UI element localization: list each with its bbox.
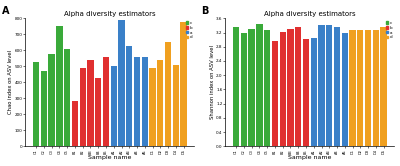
Title: Alpha diversity estimators: Alpha diversity estimators [264,11,356,17]
Text: B: B [202,5,209,16]
Y-axis label: Chao index on ASV level: Chao index on ASV level [8,50,13,114]
Bar [241,33,247,146]
Bar [134,57,140,146]
Bar [173,65,179,146]
Bar [142,57,148,146]
Bar [41,71,47,146]
Text: A: A [2,5,9,16]
Bar [180,22,187,146]
X-axis label: Sample name: Sample name [88,155,132,161]
Bar [295,27,302,146]
Bar [87,60,94,146]
Legend: c, b, a, d: c, b, a, d [186,20,192,40]
Bar [310,38,317,146]
Bar [126,45,132,146]
Bar [373,30,379,146]
Bar [233,27,239,146]
Bar [365,30,371,146]
Bar [357,30,364,146]
Bar [303,39,309,146]
Bar [95,78,102,146]
Bar [318,25,325,146]
Bar [287,29,294,146]
Legend: c, b, a, d: c, b, a, d [386,20,392,40]
Bar [264,30,270,146]
Bar [149,68,156,146]
Bar [165,42,171,146]
Bar [80,68,86,146]
Bar [349,30,356,146]
Bar [326,25,332,146]
Bar [248,29,255,146]
Bar [72,101,78,146]
Bar [56,26,63,146]
Y-axis label: Shannon index on ASV level: Shannon index on ASV level [210,45,215,119]
Bar [380,27,387,146]
Bar [342,33,348,146]
Bar [103,57,109,146]
Bar [157,60,164,146]
Bar [110,66,117,146]
Bar [118,20,125,146]
X-axis label: Sample name: Sample name [288,155,332,161]
Bar [33,62,39,146]
Bar [48,53,55,146]
Title: Alpha diversity estimators: Alpha diversity estimators [64,11,156,17]
Bar [280,32,286,146]
Bar [272,41,278,146]
Bar [64,49,70,146]
Bar [256,24,263,146]
Bar [334,27,340,146]
